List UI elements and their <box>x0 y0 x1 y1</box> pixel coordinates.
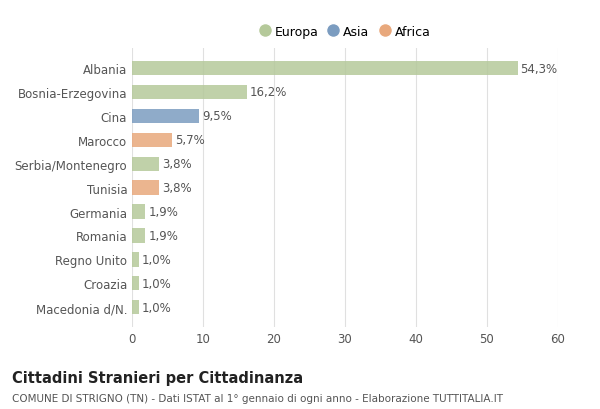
Bar <box>132 276 139 291</box>
Bar <box>132 157 159 171</box>
Bar <box>132 62 518 76</box>
Bar <box>132 252 139 267</box>
Bar <box>132 229 145 243</box>
Bar <box>132 85 247 100</box>
Text: 1,0%: 1,0% <box>142 277 172 290</box>
Text: COMUNE DI STRIGNO (TN) - Dati ISTAT al 1° gennaio di ogni anno - Elaborazione TU: COMUNE DI STRIGNO (TN) - Dati ISTAT al 1… <box>12 393 503 402</box>
Text: 16,2%: 16,2% <box>250 86 287 99</box>
Text: Cittadini Stranieri per Cittadinanza: Cittadini Stranieri per Cittadinanza <box>12 370 303 385</box>
Text: 5,7%: 5,7% <box>175 134 205 147</box>
Bar <box>132 110 199 124</box>
Text: 1,9%: 1,9% <box>148 229 178 242</box>
Text: 9,5%: 9,5% <box>202 110 232 123</box>
Legend: Europa, Asia, Africa: Europa, Asia, Africa <box>256 22 434 43</box>
Text: 1,0%: 1,0% <box>142 301 172 314</box>
Bar <box>132 181 159 195</box>
Bar <box>132 205 145 219</box>
Text: 54,3%: 54,3% <box>520 63 557 75</box>
Bar <box>132 133 172 148</box>
Bar <box>132 300 139 315</box>
Text: 3,8%: 3,8% <box>162 158 191 171</box>
Text: 1,0%: 1,0% <box>142 253 172 266</box>
Text: 3,8%: 3,8% <box>162 182 191 195</box>
Text: 1,9%: 1,9% <box>148 205 178 218</box>
